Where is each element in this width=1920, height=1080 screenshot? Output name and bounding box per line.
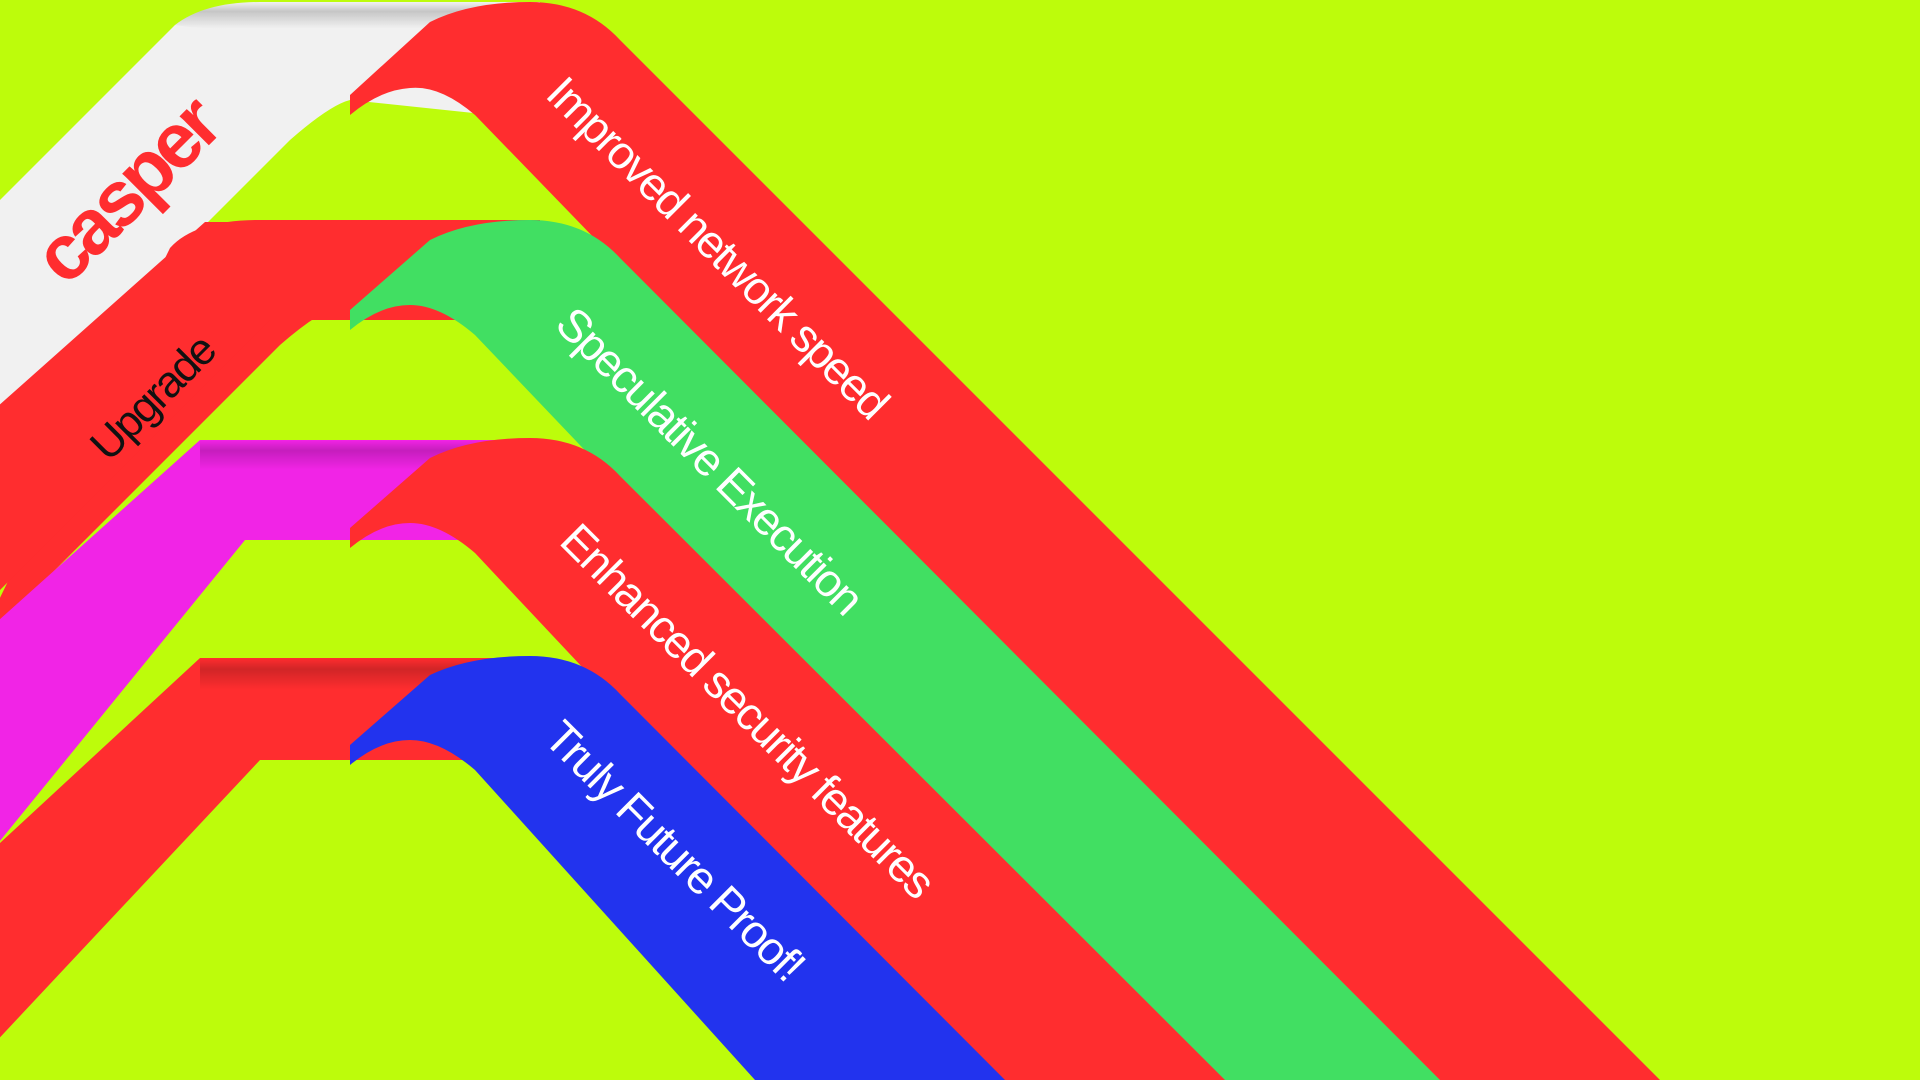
band-green-speculative	[350, 220, 1440, 1080]
band-red-security	[350, 438, 1225, 1080]
band-blue-future	[350, 656, 1005, 1080]
band-red-left-lower	[0, 658, 510, 1038]
band-white-left	[0, 2, 540, 430]
band-red-speed	[350, 2, 1660, 1080]
band-red-left-main	[0, 222, 500, 590]
band-magenta-left	[0, 440, 510, 841]
